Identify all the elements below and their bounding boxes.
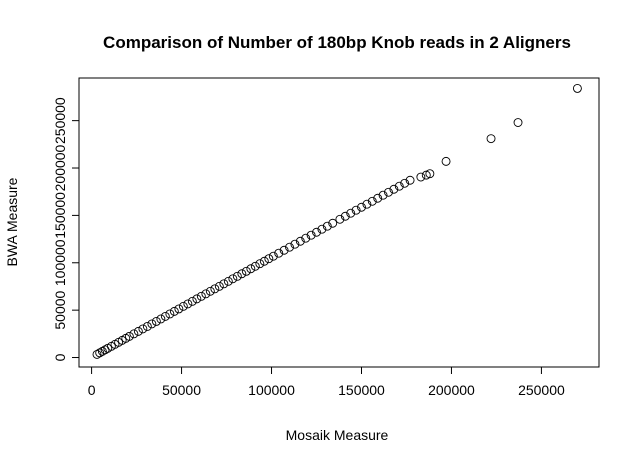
data-point xyxy=(328,218,338,228)
data-point xyxy=(264,254,274,264)
data-point xyxy=(97,346,107,356)
data-point xyxy=(335,214,345,224)
y-tick-label: 200000 xyxy=(52,144,68,191)
x-tick-label: 200000 xyxy=(428,382,475,398)
x-axis-label: Mosaik Measure xyxy=(286,427,389,443)
data-point xyxy=(312,227,321,237)
data-point xyxy=(214,281,224,291)
data-point xyxy=(425,169,435,179)
data-point xyxy=(306,230,316,240)
data-point xyxy=(160,311,170,321)
data-point xyxy=(405,175,415,185)
data-point xyxy=(322,221,332,231)
data-point xyxy=(513,118,523,127)
data-point xyxy=(219,279,229,289)
data-point xyxy=(192,294,202,304)
data-point xyxy=(232,271,242,281)
data-point xyxy=(416,172,426,182)
data-point xyxy=(362,199,372,209)
data-points xyxy=(92,83,582,359)
data-point xyxy=(285,242,294,252)
data-point xyxy=(378,190,388,200)
data-point xyxy=(346,208,356,218)
data-point xyxy=(151,316,161,326)
data-point xyxy=(351,205,361,215)
chart-title: Comparison of Number of 180bp Knob reads… xyxy=(103,33,571,52)
data-point xyxy=(250,261,260,271)
data-point xyxy=(95,348,105,358)
data-point xyxy=(205,286,215,296)
data-point xyxy=(357,202,366,212)
y-tick-label: 100000 xyxy=(52,239,68,286)
data-point xyxy=(389,184,399,194)
data-point xyxy=(228,274,238,284)
data-point xyxy=(237,269,247,279)
data-point xyxy=(147,319,157,329)
data-point xyxy=(241,266,251,276)
y-tick-label: 250000 xyxy=(52,97,68,144)
data-point xyxy=(169,306,179,316)
data-point xyxy=(133,326,143,336)
y-axis-label: BWA Measure xyxy=(4,177,20,266)
data-point xyxy=(572,83,582,93)
data-point xyxy=(210,284,220,294)
x-tick-label: 0 xyxy=(88,382,96,398)
data-point xyxy=(274,248,284,258)
y-tick-label: 50000 xyxy=(52,290,68,329)
data-point xyxy=(290,239,300,249)
data-point xyxy=(486,134,496,144)
data-point xyxy=(201,289,211,299)
data-point xyxy=(259,256,269,266)
data-point xyxy=(373,193,383,203)
plot-frame xyxy=(78,77,600,368)
data-point xyxy=(394,181,404,191)
x-tick-label: 100000 xyxy=(248,382,295,398)
x-tick-label: 250000 xyxy=(518,382,565,398)
data-point xyxy=(295,236,305,246)
x-tick-label: 50000 xyxy=(162,382,201,398)
data-point xyxy=(317,224,327,234)
data-point xyxy=(178,301,188,311)
data-point xyxy=(367,196,377,206)
data-point xyxy=(246,264,256,274)
data-point xyxy=(92,349,102,359)
data-point xyxy=(156,314,166,324)
data-point xyxy=(183,299,193,309)
data-point xyxy=(174,304,184,314)
data-point xyxy=(142,322,152,331)
data-point xyxy=(196,291,206,301)
data-point xyxy=(223,276,233,286)
data-point xyxy=(138,324,148,334)
data-point xyxy=(384,187,393,197)
data-point xyxy=(268,251,278,261)
data-point xyxy=(124,331,134,341)
y-tick-label: 0 xyxy=(52,353,68,361)
data-point xyxy=(187,296,197,306)
data-point xyxy=(441,156,451,166)
data-point xyxy=(165,309,175,319)
data-point xyxy=(301,233,311,243)
data-point xyxy=(400,178,410,188)
x-axis: 0 50000 100000 150000 200000 250000 xyxy=(88,366,565,398)
data-point xyxy=(255,259,265,269)
y-tick-label: 150000 xyxy=(52,192,68,239)
data-point xyxy=(279,245,289,255)
data-point xyxy=(129,329,139,339)
x-tick-label: 150000 xyxy=(338,382,385,398)
data-point xyxy=(340,211,350,221)
